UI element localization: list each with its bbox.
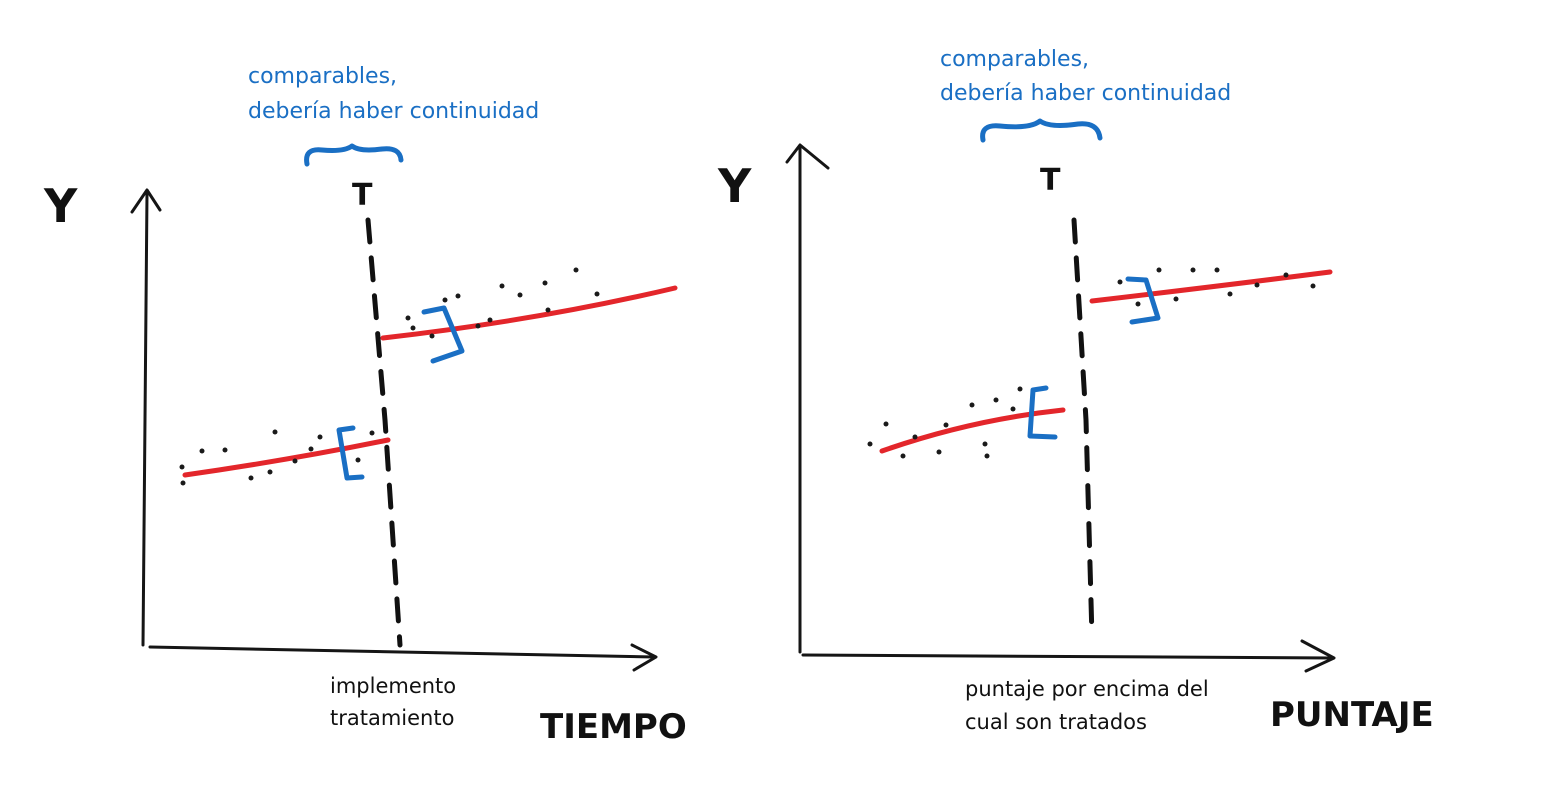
threshold-label: T — [352, 178, 373, 213]
bracket-right-icon — [421, 305, 465, 364]
note-line-2: debería haber continuidad — [940, 81, 1231, 106]
curly-brace-icon — [980, 118, 1103, 143]
bracket-left-icon — [1027, 385, 1058, 440]
bracket-left-icon — [336, 425, 365, 481]
x-axis-arrow-icon — [630, 643, 658, 672]
x-axis-label: PUNTAJE — [1270, 695, 1434, 735]
threshold-caption-line-2: tratamiento — [330, 706, 454, 730]
panel-puntaje: comparables, debería haber continuidad T… — [717, 47, 1434, 735]
note-line-1: comparables, — [248, 64, 397, 89]
x-axis — [801, 653, 1334, 660]
threshold-caption-line-1: implemento — [330, 674, 456, 698]
cutoff-line — [1071, 217, 1095, 640]
scatter-points-before — [867, 386, 1023, 459]
panel-tiempo: comparables, debería haber continuidad T… — [43, 64, 687, 747]
scatter-points-after — [1117, 267, 1316, 307]
curly-brace-icon — [304, 143, 404, 167]
cutoff-line — [365, 217, 403, 648]
threshold-caption-line-2: cual son tratados — [965, 710, 1147, 734]
x-axis-arrow-icon — [1300, 639, 1336, 673]
threshold-caption-line-1: puntaje por encima del — [965, 677, 1209, 701]
fit-line-before — [182, 437, 391, 478]
y-axis-arrow-icon — [785, 143, 830, 170]
y-axis-label: Y — [43, 179, 78, 233]
fit-line-after — [1089, 269, 1333, 304]
scatter-points-after — [405, 267, 600, 339]
threshold-label: T — [1040, 163, 1061, 198]
note-line-2: debería haber continuidad — [248, 99, 539, 124]
scatter-points-before — [179, 429, 375, 486]
x-axis — [148, 645, 656, 659]
y-axis — [141, 191, 149, 647]
x-axis-label: TIEMPO — [540, 707, 687, 747]
y-axis-label: Y — [717, 159, 752, 213]
fit-line-before — [879, 407, 1066, 454]
note-line-1: comparables, — [940, 47, 1089, 72]
bracket-right-icon — [1125, 276, 1161, 325]
y-axis-arrow-icon — [130, 188, 162, 214]
fit-line-after — [380, 285, 678, 341]
